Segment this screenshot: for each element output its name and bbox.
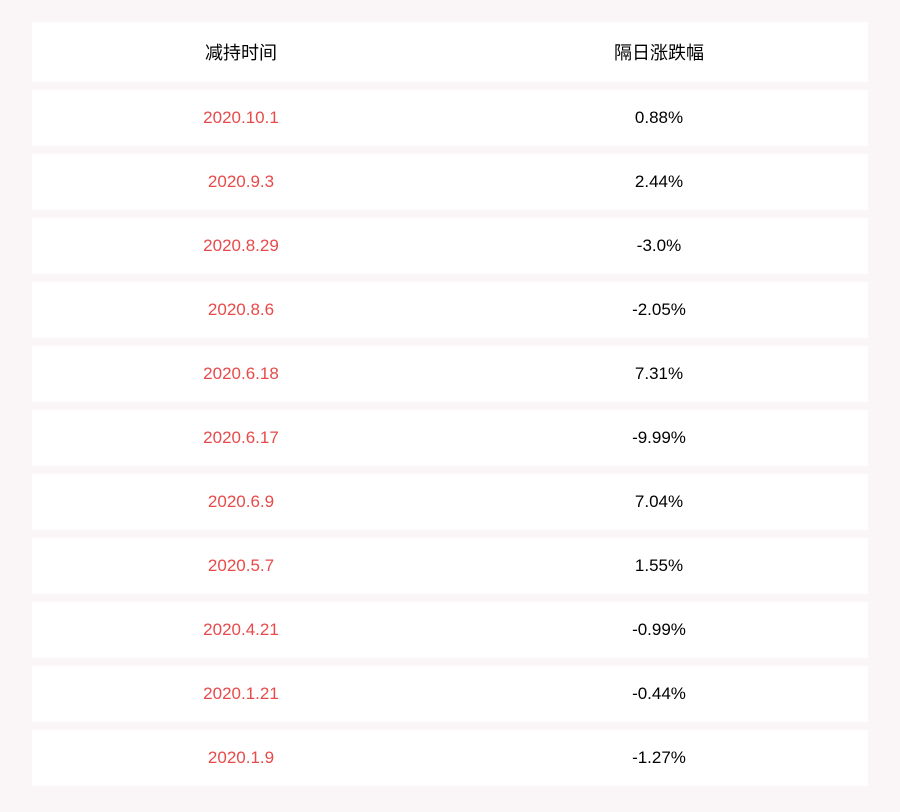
- table-row: 2020.9.32.44%: [32, 154, 868, 210]
- table-row: 2020.4.21-0.99%: [32, 602, 868, 658]
- cell-change: 2.44%: [450, 172, 868, 192]
- table-row: 2020.10.10.88%: [32, 90, 868, 146]
- header-date: 减持时间: [32, 39, 450, 65]
- table-body: 2020.10.10.88% 2020.9.32.44% 2020.8.29-3.0…: [32, 90, 868, 786]
- cell-change: -0.99%: [450, 620, 868, 640]
- cell-date: 2020.5.7: [32, 556, 450, 576]
- cell-date: 2020.1.9: [32, 748, 450, 768]
- cell-change: 7.31%: [450, 364, 868, 384]
- table-header-row: 减持时间 隔日涨跌幅: [32, 22, 868, 82]
- data-table: 减持时间 隔日涨跌幅 2020.10.10.88%2020.9.32.44%20…: [32, 22, 868, 786]
- table-row: 2020.8.29-3.0%: [32, 218, 868, 274]
- cell-date: 2020.6.9: [32, 492, 450, 512]
- cell-change: -1.27%: [450, 748, 868, 768]
- cell-date: 2020.6.18: [32, 364, 450, 384]
- cell-change: -0.44%: [450, 684, 868, 704]
- cell-change: -9.99%: [450, 428, 868, 448]
- cell-change: 1.55%: [450, 556, 868, 576]
- cell-change: -2.05%: [450, 300, 868, 320]
- table-row: 2020.6.17-9.99%: [32, 410, 868, 466]
- cell-change: -3.0%: [450, 236, 868, 256]
- table-row: 2020.5.71.55%: [32, 538, 868, 594]
- cell-date: 2020.9.3: [32, 172, 450, 192]
- header-change: 隔日涨跌幅: [450, 39, 868, 65]
- cell-date: 2020.8.6: [32, 300, 450, 320]
- cell-date: 2020.8.29: [32, 236, 450, 256]
- cell-change: 0.88%: [450, 108, 868, 128]
- cell-date: 2020.1.21: [32, 684, 450, 704]
- table-row: 2020.6.97.04%: [32, 474, 868, 530]
- cell-date: 2020.6.17: [32, 428, 450, 448]
- table-row: 2020.6.187.31%: [32, 346, 868, 402]
- table-row: 2020.1.9-1.27%: [32, 730, 868, 786]
- cell-change: 7.04%: [450, 492, 868, 512]
- table-row: 2020.1.21-0.44%: [32, 666, 868, 722]
- table-row: 2020.8.6-2.05%: [32, 282, 868, 338]
- cell-date: 2020.4.21: [32, 620, 450, 640]
- cell-date: 2020.10.1: [32, 108, 450, 128]
